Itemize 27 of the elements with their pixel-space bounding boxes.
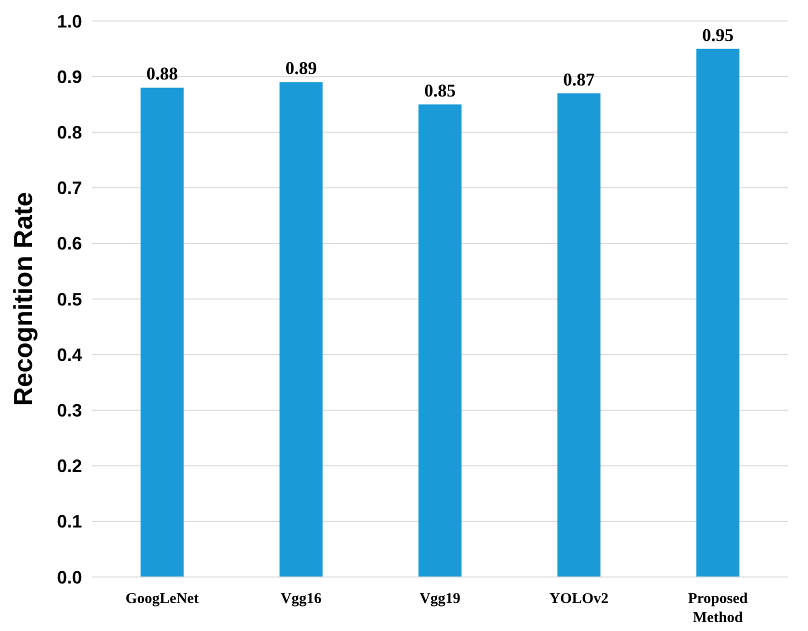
data-label: 0.89 xyxy=(285,58,317,78)
x-tick-label: GoogLeNet xyxy=(125,591,199,607)
y-tick-label: 0.7 xyxy=(56,178,82,198)
data-label: 0.88 xyxy=(146,64,178,84)
y-tick-label: 0.4 xyxy=(56,344,82,365)
x-tick-label: Vgg16 xyxy=(280,591,322,607)
x-tick-label: Proposed Method xyxy=(688,591,748,626)
y-tick-label: 0.1 xyxy=(56,512,82,532)
y-tick-label: 1.0 xyxy=(56,11,82,32)
bar xyxy=(696,48,740,577)
bar xyxy=(557,93,600,577)
y-tick-label: 0.9 xyxy=(56,66,82,87)
data-label: 0.87 xyxy=(563,69,595,90)
y-tick-label: 0.2 xyxy=(56,456,82,476)
y-tick-label: 0.8 xyxy=(56,122,82,142)
bar xyxy=(140,88,184,577)
y-tick-label: 0.6 xyxy=(56,234,82,254)
y-tick-label: 0.3 xyxy=(56,400,82,420)
bar xyxy=(418,104,462,577)
x-tick-label: Vgg19 xyxy=(420,591,460,607)
data-label: 0.85 xyxy=(424,80,456,100)
y-tick-label: 0.5 xyxy=(56,289,82,310)
bar xyxy=(280,82,323,577)
x-tick-label: YOLOv2 xyxy=(549,591,609,607)
data-label: 0.95 xyxy=(702,24,734,45)
y-tick-label: 0.0 xyxy=(56,567,82,588)
y-axis-title: Recognition Rate xyxy=(8,192,38,406)
